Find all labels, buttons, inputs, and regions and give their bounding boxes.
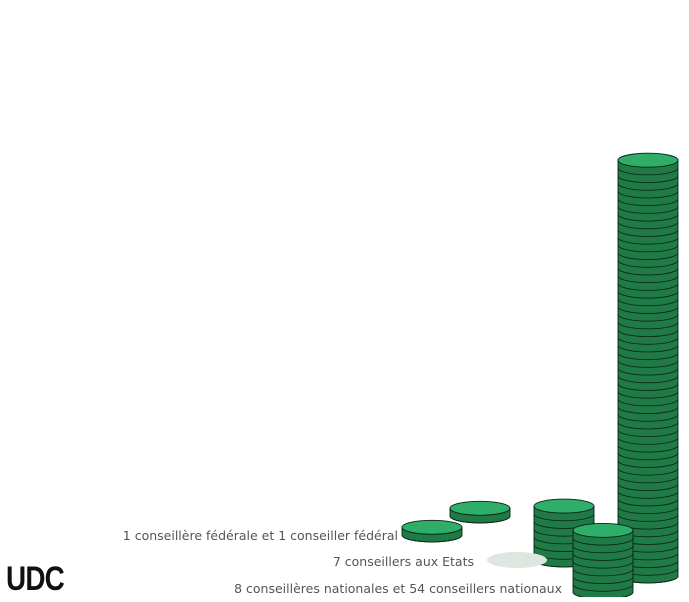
- coin: [617, 244, 679, 253]
- coin: [617, 398, 679, 407]
- coin: [617, 391, 679, 399]
- coin: [617, 475, 679, 484]
- coin: [617, 375, 679, 384]
- coin-ghost: [487, 552, 547, 568]
- coin: [617, 367, 679, 376]
- coin: [617, 213, 679, 222]
- category-label-national: 8 conseillères nationales et 54 conseill…: [234, 581, 562, 596]
- coin: [572, 545, 634, 554]
- coin: [617, 491, 679, 499]
- coin: [617, 506, 679, 515]
- coin: [572, 561, 634, 569]
- coin: [617, 252, 679, 260]
- coin: [617, 383, 679, 391]
- coin: [617, 498, 679, 507]
- coin-stack: [401, 519, 463, 543]
- coin: [617, 329, 679, 337]
- category-label-federal: 1 conseillère fédérale et 1 conseiller f…: [122, 528, 398, 543]
- coin: [617, 468, 679, 476]
- coin-top: [572, 522, 634, 538]
- coin: [617, 198, 679, 207]
- coin: [617, 183, 679, 191]
- coin-top: [617, 152, 679, 168]
- coin: [617, 406, 679, 414]
- coin: [617, 175, 679, 183]
- coin-stack: [617, 152, 679, 584]
- coin: [449, 515, 511, 524]
- coin: [617, 352, 679, 361]
- coin: [617, 452, 679, 461]
- coin: [617, 483, 679, 491]
- coin: [617, 206, 679, 214]
- coin: [572, 537, 634, 546]
- coin: [617, 283, 679, 291]
- coin-stack: [449, 500, 511, 524]
- coin: [617, 344, 679, 353]
- coin: [617, 190, 679, 199]
- coin: [617, 360, 679, 368]
- party-name: UDC: [6, 560, 65, 598]
- coin: [617, 306, 679, 314]
- coin: [533, 513, 595, 522]
- coin: [572, 568, 634, 577]
- coin: [617, 414, 679, 422]
- coin: [617, 460, 679, 468]
- coin: [617, 290, 679, 299]
- coin: [572, 553, 634, 561]
- coin: [617, 444, 679, 453]
- coin-top: [449, 500, 511, 516]
- coin: [401, 534, 463, 543]
- coin: [617, 229, 679, 237]
- coin: [617, 275, 679, 284]
- coin: [572, 584, 634, 592]
- coin-stack-body: [572, 529, 634, 600]
- coin-stack: [487, 552, 547, 568]
- coin: [617, 429, 679, 438]
- coin: [617, 437, 679, 445]
- coin: [617, 298, 679, 307]
- coin-top: [401, 519, 463, 535]
- coin-top: [533, 498, 595, 514]
- coin: [617, 321, 679, 330]
- coin: [617, 221, 679, 230]
- category-label-etats: 7 conseillers aux Etats: [332, 554, 474, 569]
- coin: [617, 337, 679, 345]
- coin: [617, 514, 679, 522]
- coin: [617, 421, 679, 430]
- coin: [617, 260, 679, 268]
- coin: [572, 576, 634, 584]
- coin: [617, 167, 679, 176]
- coin: [617, 237, 679, 245]
- coin: [617, 267, 679, 276]
- coin: [617, 314, 679, 322]
- coin-stack: [572, 522, 634, 600]
